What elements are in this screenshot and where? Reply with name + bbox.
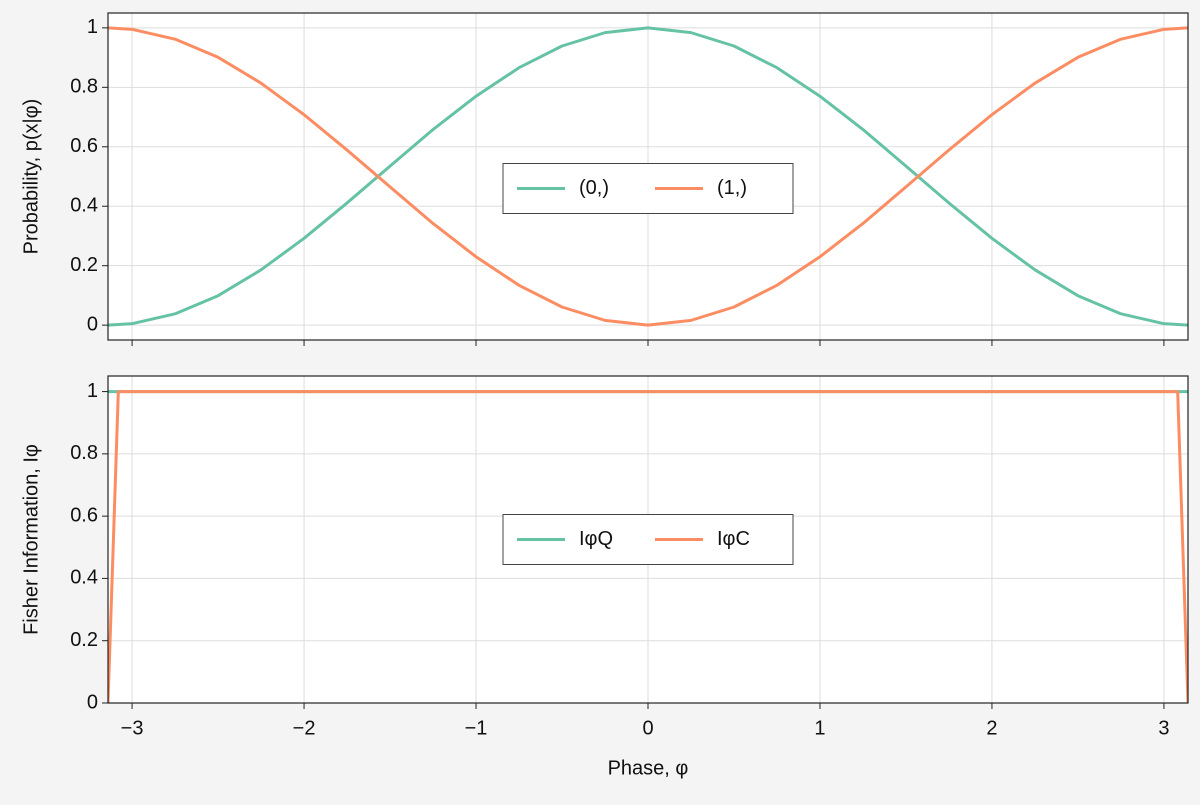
x-tick-label: 0 xyxy=(642,717,653,739)
y-tick-label: 0.6 xyxy=(70,135,98,157)
axes-frame xyxy=(107,375,1189,704)
legend-label: (1,) xyxy=(717,177,747,199)
plot-content xyxy=(108,26,1188,327)
x-axis-label: Phase, φ xyxy=(608,757,689,779)
series-line xyxy=(108,26,1188,327)
legend-label: IφC xyxy=(717,528,750,550)
plot-content xyxy=(108,390,1188,703)
y-tick-label: 1 xyxy=(87,380,98,402)
x-tick-label: 1 xyxy=(814,717,825,739)
y-axis-label: Fisher Information, Iφ xyxy=(20,444,42,635)
x-tick-label: 2 xyxy=(986,717,997,739)
y-tick-label: 0.4 xyxy=(70,195,98,217)
y-axis-label: Probability, p(x|φ) xyxy=(20,99,42,255)
y-tick-label: 0.2 xyxy=(70,254,98,276)
x-tick-label: −1 xyxy=(465,717,488,739)
y-tick-label: 0.8 xyxy=(70,76,98,98)
y-tick-label: 0 xyxy=(87,691,98,713)
y-tick-label: 0.6 xyxy=(70,504,98,526)
x-tick-label: −2 xyxy=(293,717,316,739)
y-tick-label: 0 xyxy=(87,313,98,335)
y-tick-label: 1 xyxy=(87,16,98,38)
legend-label: IφQ xyxy=(579,528,613,550)
y-tick-label: 0.2 xyxy=(70,629,98,651)
series-line xyxy=(108,390,1188,703)
axes-frame xyxy=(107,12,1189,341)
series-line xyxy=(108,26,1188,327)
legend-label: (0,) xyxy=(579,177,609,199)
y-tick-label: 0.8 xyxy=(70,442,98,464)
x-tick-label: −3 xyxy=(121,717,144,739)
y-tick-label: 0.4 xyxy=(70,567,98,589)
x-tick-label: 3 xyxy=(1158,717,1169,739)
